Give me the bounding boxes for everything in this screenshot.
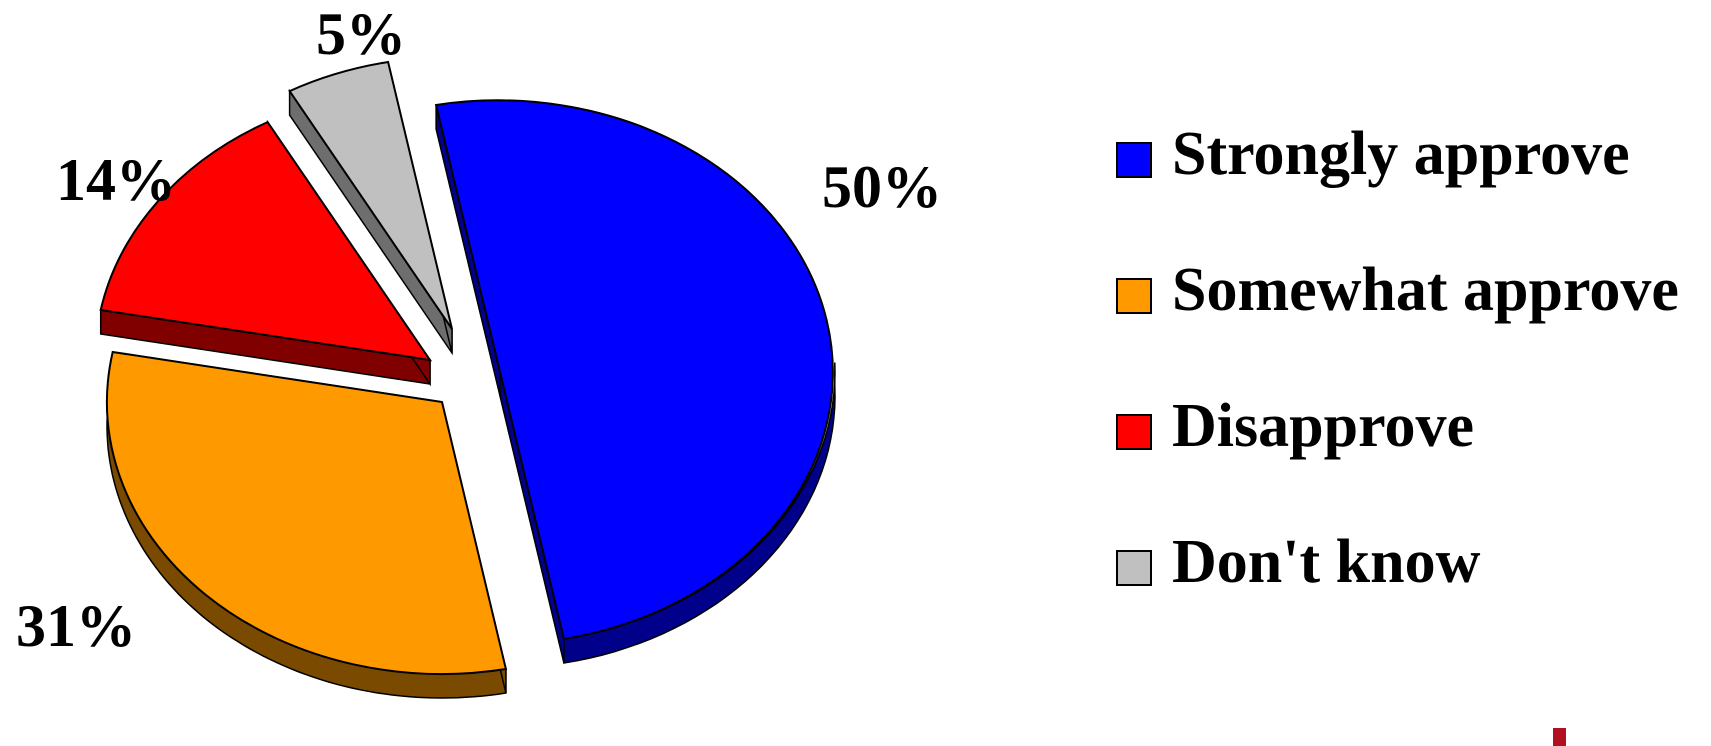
legend-item-don-t-know: Don't know [1112, 526, 1707, 662]
legend-label: Strongly approve [1172, 120, 1630, 188]
pie-slice-strongly-approve [434, 99, 836, 664]
legend-swatch [1116, 550, 1152, 586]
legend-swatch [1116, 414, 1152, 450]
pie-slice-top [99, 120, 433, 362]
data-label-somewhat-approve: 31% [16, 593, 136, 659]
legend-swatch [1116, 278, 1152, 314]
data-label-don-t-know: 5% [316, 1, 406, 67]
pie-slice-disapprove [99, 119, 433, 387]
legend-label: Don't know [1172, 528, 1481, 596]
data-label-disapprove: 14% [56, 147, 176, 213]
legend-item-disapprove: Disapprove [1112, 390, 1707, 526]
data-label-strongly-approve: 50% [822, 154, 942, 220]
legend-label: Somewhat approve [1172, 256, 1679, 324]
logo-fragment [1553, 728, 1566, 746]
pie-slice-top [105, 350, 508, 675]
legend-label: Disapprove [1172, 392, 1475, 460]
legend-swatch [1116, 142, 1152, 178]
legend-item-strongly-approve: Strongly approve [1112, 118, 1707, 254]
pie-slice-top [434, 99, 834, 641]
legend-item-somewhat-approve: Somewhat approve [1112, 254, 1707, 390]
pie-slice-don-t-know [288, 60, 453, 356]
pie-slice-somewhat-approve [105, 350, 508, 699]
pie-slice-top [288, 60, 453, 330]
legend: Strongly approve Somewhat approve Disappro… [1112, 118, 1707, 662]
